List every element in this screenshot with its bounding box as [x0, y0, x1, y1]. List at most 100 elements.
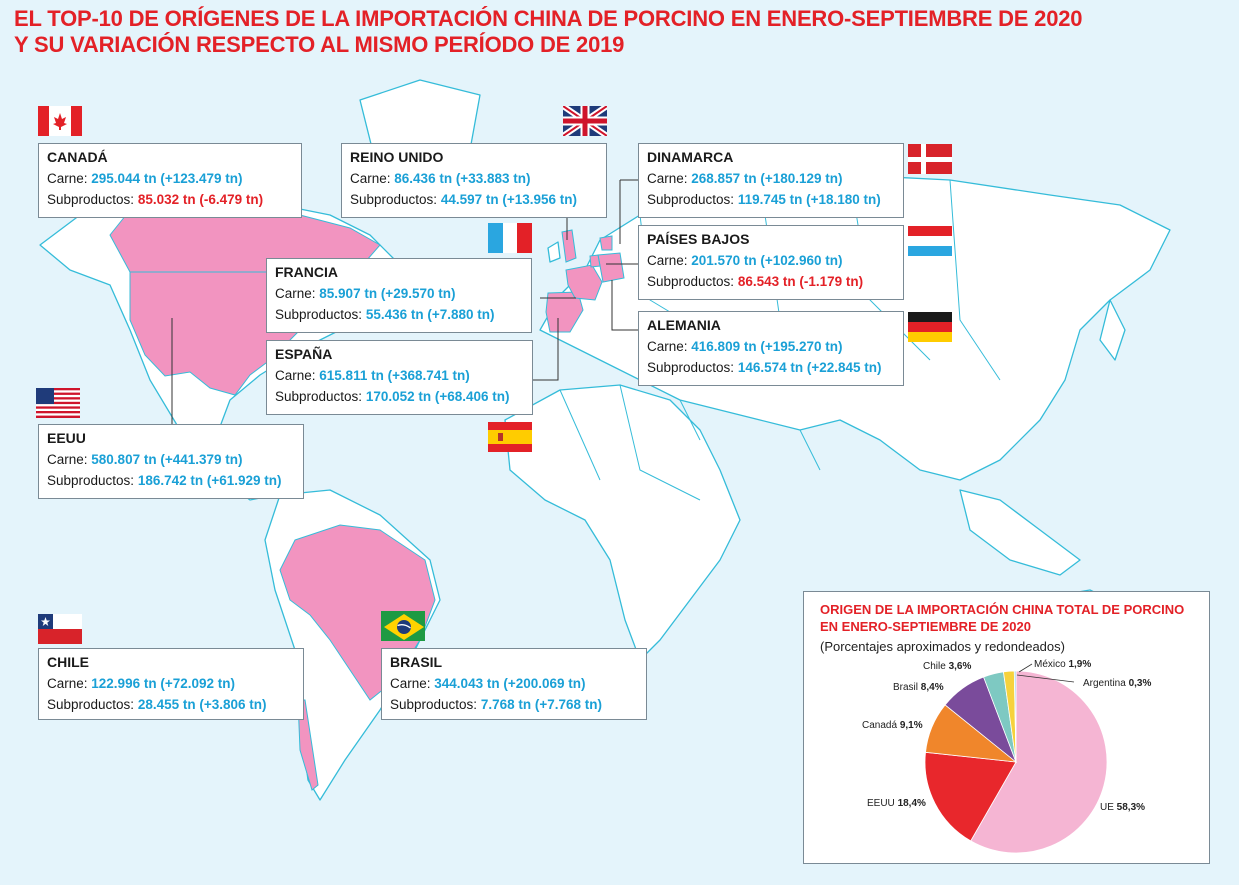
- pie-title-line-2: EN ENERO-SEPTIEMBRE DE 2020: [820, 619, 1031, 634]
- carne-label: Carne:: [275, 286, 320, 301]
- country-name: CANADÁ: [47, 149, 108, 165]
- country-name: FRANCIA: [275, 264, 338, 280]
- sub-value: 85.032 tn (-6.479 tn): [137, 192, 264, 207]
- pie-title: ORIGEN DE LA IMPORTACIÓN CHINA TOTAL DE …: [820, 601, 1200, 635]
- pie-leader-line: [1016, 674, 1075, 683]
- sub-label: Subproductos:: [47, 473, 138, 488]
- pie-subtitle: (Porcentajes aproximados y redondeados): [820, 639, 1065, 654]
- carne-label: Carne:: [647, 339, 692, 354]
- sub-label: Subproductos:: [275, 307, 366, 322]
- southeast-asia-land: [959, 489, 1081, 576]
- uk-flag: [563, 106, 607, 136]
- carne-value: 295.044 tn (+123.479 tn): [91, 171, 243, 186]
- country-box-netherlands: PAÍSES BAJOS Carne: 201.570 tn (+102.960…: [638, 225, 904, 300]
- carne-value: 122.996 tn (+72.092 tn): [91, 676, 235, 691]
- country-box-spain: ESPAÑA Carne: 615.811 tn (+368.741 tn) S…: [266, 340, 533, 415]
- sub-value: 44.597 tn (+13.956 tn): [440, 192, 578, 207]
- carne-value: 86.436 tn (+33.883 tn): [394, 171, 531, 186]
- netherlands-highlight: [589, 254, 601, 268]
- sub-label: Subproductos:: [275, 389, 366, 404]
- carne-label: Carne:: [390, 676, 435, 691]
- title-line-2: Y SU VARIACIÓN RESPECTO AL MISMO PERÍODO…: [14, 32, 625, 57]
- spain-flag: [488, 422, 532, 452]
- denmark-flag: [908, 144, 952, 174]
- country-box-germany: ALEMANIA Carne: 416.809 tn (+195.270 tn)…: [638, 311, 904, 386]
- country-name: DINAMARCA: [647, 149, 734, 165]
- pie-label-argentina: Argentina 0,3%: [1083, 678, 1151, 689]
- country-name: EEUU: [47, 430, 86, 446]
- sub-value: 170.052 tn (+68.406 tn): [365, 389, 510, 404]
- pie-label-eeuu: EEUU 18,4%: [867, 798, 926, 809]
- pie-label-chile: Chile 3,6%: [923, 661, 971, 672]
- denmark-highlight: [599, 235, 613, 251]
- carne-label: Carne:: [47, 676, 92, 691]
- country-box-france: FRANCIA Carne: 85.907 tn (+29.570 tn) Su…: [266, 258, 532, 333]
- carne-value: 201.570 tn (+102.960 tn): [691, 253, 843, 268]
- carne-label: Carne:: [275, 368, 320, 383]
- country-name: BRASIL: [390, 654, 443, 670]
- carne-value: 344.043 tn (+200.069 tn): [434, 676, 586, 691]
- country-box-chile: CHILE Carne: 122.996 tn (+72.092 tn) Sub…: [38, 648, 304, 720]
- sub-value: 28.455 tn (+3.806 tn): [137, 697, 267, 712]
- sub-value: 119.745 tn (+18.180 tn): [737, 192, 881, 207]
- chile-flag: [38, 614, 82, 644]
- title-line-1: EL TOP-10 DE ORÍGENES DE LA IMPORTACIÓN …: [14, 6, 1083, 31]
- carne-label: Carne:: [350, 171, 395, 186]
- country-name: ESPAÑA: [275, 346, 333, 362]
- sub-value: 146.574 tn (+22.845 tn): [737, 360, 882, 375]
- spain-leader: [533, 318, 559, 381]
- carne-value: 580.807 tn (+441.379 tn): [91, 452, 243, 467]
- sub-label: Subproductos:: [350, 192, 441, 207]
- country-name: ALEMANIA: [647, 317, 721, 333]
- brazil-flag: [381, 611, 425, 641]
- country-box-usa: EEUU Carne: 580.807 tn (+441.379 tn) Sub…: [38, 424, 304, 499]
- sub-label: Subproductos:: [647, 360, 738, 375]
- carne-label: Carne:: [647, 253, 692, 268]
- sub-label: Subproductos:: [647, 274, 738, 289]
- country-name: PAÍSES BAJOS: [647, 231, 750, 247]
- sub-label: Subproductos:: [390, 697, 481, 712]
- germany-highlight: [597, 252, 625, 283]
- sub-label: Subproductos:: [47, 192, 138, 207]
- sub-value: 186.742 tn (+61.929 tn): [137, 473, 282, 488]
- country-box-denmark: DINAMARCA Carne: 268.857 tn (+180.129 tn…: [638, 143, 904, 218]
- country-box-uk: REINO UNIDO Carne: 86.436 tn (+33.883 tn…: [341, 143, 607, 218]
- pie-chart: UE 58,3% EEUU 18,4% Canadá 9,1% Brasil 8,4%…: [862, 659, 1151, 854]
- sub-value: 55.436 tn (+7.880 tn): [365, 307, 495, 322]
- sub-label: Subproductos:: [647, 192, 738, 207]
- carne-value: 615.811 tn (+368.741 tn): [319, 368, 470, 383]
- pie-label-canada: Canadá 9,1%: [862, 720, 923, 731]
- country-name: REINO UNIDO: [350, 149, 444, 165]
- carne-value: 85.907 tn (+29.570 tn): [319, 286, 456, 301]
- denmark-leader: [619, 179, 638, 244]
- pie-label-ue: UE 58,3%: [1100, 802, 1145, 813]
- page-title: EL TOP-10 DE ORÍGENES DE LA IMPORTACIÓN …: [14, 6, 1214, 58]
- france-flag: [488, 223, 532, 253]
- uk-highlight: [561, 229, 577, 263]
- country-name: CHILE: [47, 654, 89, 670]
- africa-land: [504, 384, 741, 661]
- carne-value: 416.809 tn (+195.270 tn): [691, 339, 843, 354]
- carne-label: Carne:: [47, 171, 92, 186]
- japan-land: [1099, 299, 1126, 361]
- pie-leader-line: [1018, 663, 1033, 673]
- carne-value: 268.857 tn (+180.129 tn): [691, 171, 843, 186]
- carne-label: Carne:: [647, 171, 692, 186]
- pie-label-brasil: Brasil 8,4%: [893, 682, 944, 693]
- ireland-land: [547, 241, 561, 263]
- germany-leader: [611, 280, 638, 331]
- carne-label: Carne:: [47, 452, 92, 467]
- netherlands-flag: [908, 226, 952, 256]
- pie-label-mexico: México 1,9%: [1034, 659, 1091, 670]
- usa-flag: [36, 388, 80, 418]
- country-box-canada: CANADÁ Carne: 295.044 tn (+123.479 tn) S…: [38, 143, 302, 218]
- country-box-brazil: BRASIL Carne: 344.043 tn (+200.069 tn) S…: [381, 648, 647, 720]
- pie-title-line-1: ORIGEN DE LA IMPORTACIÓN CHINA TOTAL DE …: [820, 602, 1185, 617]
- sub-value: 7.768 tn (+7.768 tn): [480, 697, 602, 712]
- pie-slice-ue: [970, 670, 1108, 854]
- germany-flag: [908, 312, 952, 342]
- pie-slice-eeuu: [924, 751, 1017, 842]
- pie-slice-argentina: [1013, 670, 1017, 763]
- canada-flag: [38, 106, 82, 136]
- pie-chart-panel: ORIGEN DE LA IMPORTACIÓN CHINA TOTAL DE …: [803, 591, 1210, 864]
